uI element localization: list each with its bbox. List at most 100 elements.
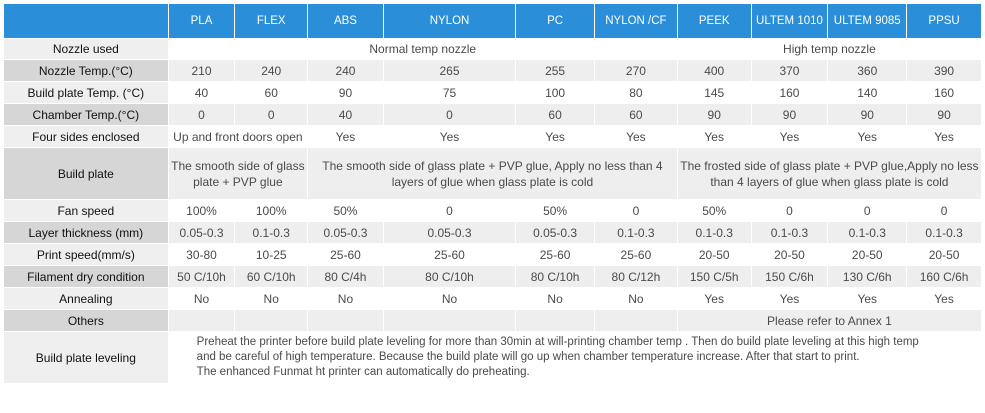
nozzle-temp-row: Nozzle Temp.(°C) 210 240 240 265 255 270… [3,59,982,82]
dry-condition-row: Filament dry condition 50 C/10h 60 C/10h… [3,265,982,288]
cell: Yes [515,125,595,148]
others-row: Others Please refer to Annex 1 [3,309,983,332]
cell: 25-60 [515,243,595,266]
cell: 0 [906,199,982,222]
cell: 100% [167,199,236,222]
cell: Yes [906,125,982,148]
cell: 90 [906,103,982,126]
cell: 210 [167,59,236,82]
cell: 270 [593,59,678,82]
material-settings-table: PLA FLEX ABS NYLON PC NYLON /CF PEEK ULT… [3,3,983,384]
cell: 80 C/10h [382,265,517,288]
cell: 265 [382,59,517,82]
build-plate-row: Build plate The smooth side of glass pla… [3,147,983,200]
row-label: Annealing [3,287,169,310]
cell: The frosted side of glass plate + PVP gl… [676,147,983,200]
cell: 60 C/10h [234,265,309,288]
cell: 160 [906,81,982,104]
cell: 0 [382,199,517,222]
cell: Yes [906,287,982,310]
cell: Yes [676,287,752,310]
cell: No [234,287,309,310]
cell: 80 C/4h [307,265,384,288]
header-abs: ABS [307,3,384,39]
material-header-row: PLA FLEX ABS NYLON PC NYLON /CF PEEK ULT… [3,3,982,39]
leveling-line-2: and be careful of high temperature. Beca… [196,351,860,363]
header-ultem-9085: ULTEM 9085 [827,3,908,39]
fan-speed-row: Fan speed 100% 100% 50% 0 50% 0 50% 0 0 … [3,199,982,222]
chamber-temp-row: Chamber Temp.(°C) 0 0 40 0 60 60 90 90 9… [3,103,982,126]
cell: 100 [515,81,595,104]
header-peek: PEEK [676,3,752,39]
cell: 0 [750,199,829,222]
cell: 90 [827,103,908,126]
cell: 0.05-0.3 [515,221,595,244]
cell: 60 [515,103,595,126]
cell: 0.1-0.3 [593,221,678,244]
header-nylon: NYLON [382,3,517,39]
cell: 60 [234,81,309,104]
header-corner [3,3,169,39]
cell [515,309,595,332]
cell: 0.1-0.3 [234,221,309,244]
cell: 75 [382,81,517,104]
header-pc: PC [515,3,595,39]
cell: 0 [167,103,236,126]
cell: 20-50 [906,243,982,266]
cell: 0.1-0.3 [906,221,982,244]
cell: 150 C/5h [676,265,752,288]
cell: 0.05-0.3 [382,221,517,244]
leveling-row: Build plate leveling Preheat the printer… [3,331,983,384]
cell: 50% [515,199,595,222]
annex-note-cell: Please refer to Annex 1 [676,309,983,332]
cell: 40 [167,81,236,104]
cell: 90 [676,103,752,126]
cell: 0.1-0.3 [827,221,908,244]
row-label: Chamber Temp.(°C) [3,103,169,126]
annealing-row: Annealing No No No No No No Yes Yes Yes … [3,287,982,310]
row-label: Nozzle used [3,38,169,60]
cell: 90 [750,103,829,126]
row-label: Others [3,309,169,332]
cell: 50% [676,199,752,222]
cell: 20-50 [827,243,908,266]
cell: 0 [593,199,678,222]
leveling-note-cell: Preheat the printer before build plate l… [167,331,983,384]
cell: 50% [307,199,384,222]
row-label: Layer thickness (mm) [3,221,169,244]
cell: 90 [307,81,384,104]
layer-thickness-row: Layer thickness (mm) 0.05-0.3 0.1-0.3 0.… [3,221,982,244]
cell: No [307,287,384,310]
cell: 20-50 [750,243,829,266]
cell [167,309,236,332]
cell: Yes [750,125,829,148]
row-label: Build plate Temp. (°C) [3,81,169,104]
cell: 100% [234,199,309,222]
row-label: Four sides enclosed [3,125,169,148]
cell: No [382,287,517,310]
cell: No [167,287,236,310]
cell: Yes [593,125,678,148]
cell [382,309,517,332]
cell: 25-60 [382,243,517,266]
cell: 240 [307,59,384,82]
cell: The smooth side of glass plate + PVP glu… [167,147,309,200]
cell: 10-25 [234,243,309,266]
print-speed-row: Print speed(mm/s) 30-80 10-25 25-60 25-6… [3,243,982,266]
cell: 400 [676,59,752,82]
row-label: Filament dry condition [3,265,169,288]
bed-temp-row: Build plate Temp. (°C) 40 60 90 75 100 8… [3,81,982,104]
cell: 0 [234,103,309,126]
cell: Yes [827,125,908,148]
cell: 390 [906,59,982,82]
header-nylon-cf: NYLON /CF [593,3,678,39]
row-label: Print speed(mm/s) [3,243,169,266]
cell: 0.1-0.3 [676,221,752,244]
cell: 0.05-0.3 [167,221,236,244]
header-pla: PLA [167,3,236,39]
cell: 370 [750,59,829,82]
leveling-line-3: The enhanced Funmat ht printer can autom… [196,366,530,378]
cell: 30-80 [167,243,236,266]
row-label: Build plate leveling [3,331,169,384]
cell: 160 [750,81,829,104]
